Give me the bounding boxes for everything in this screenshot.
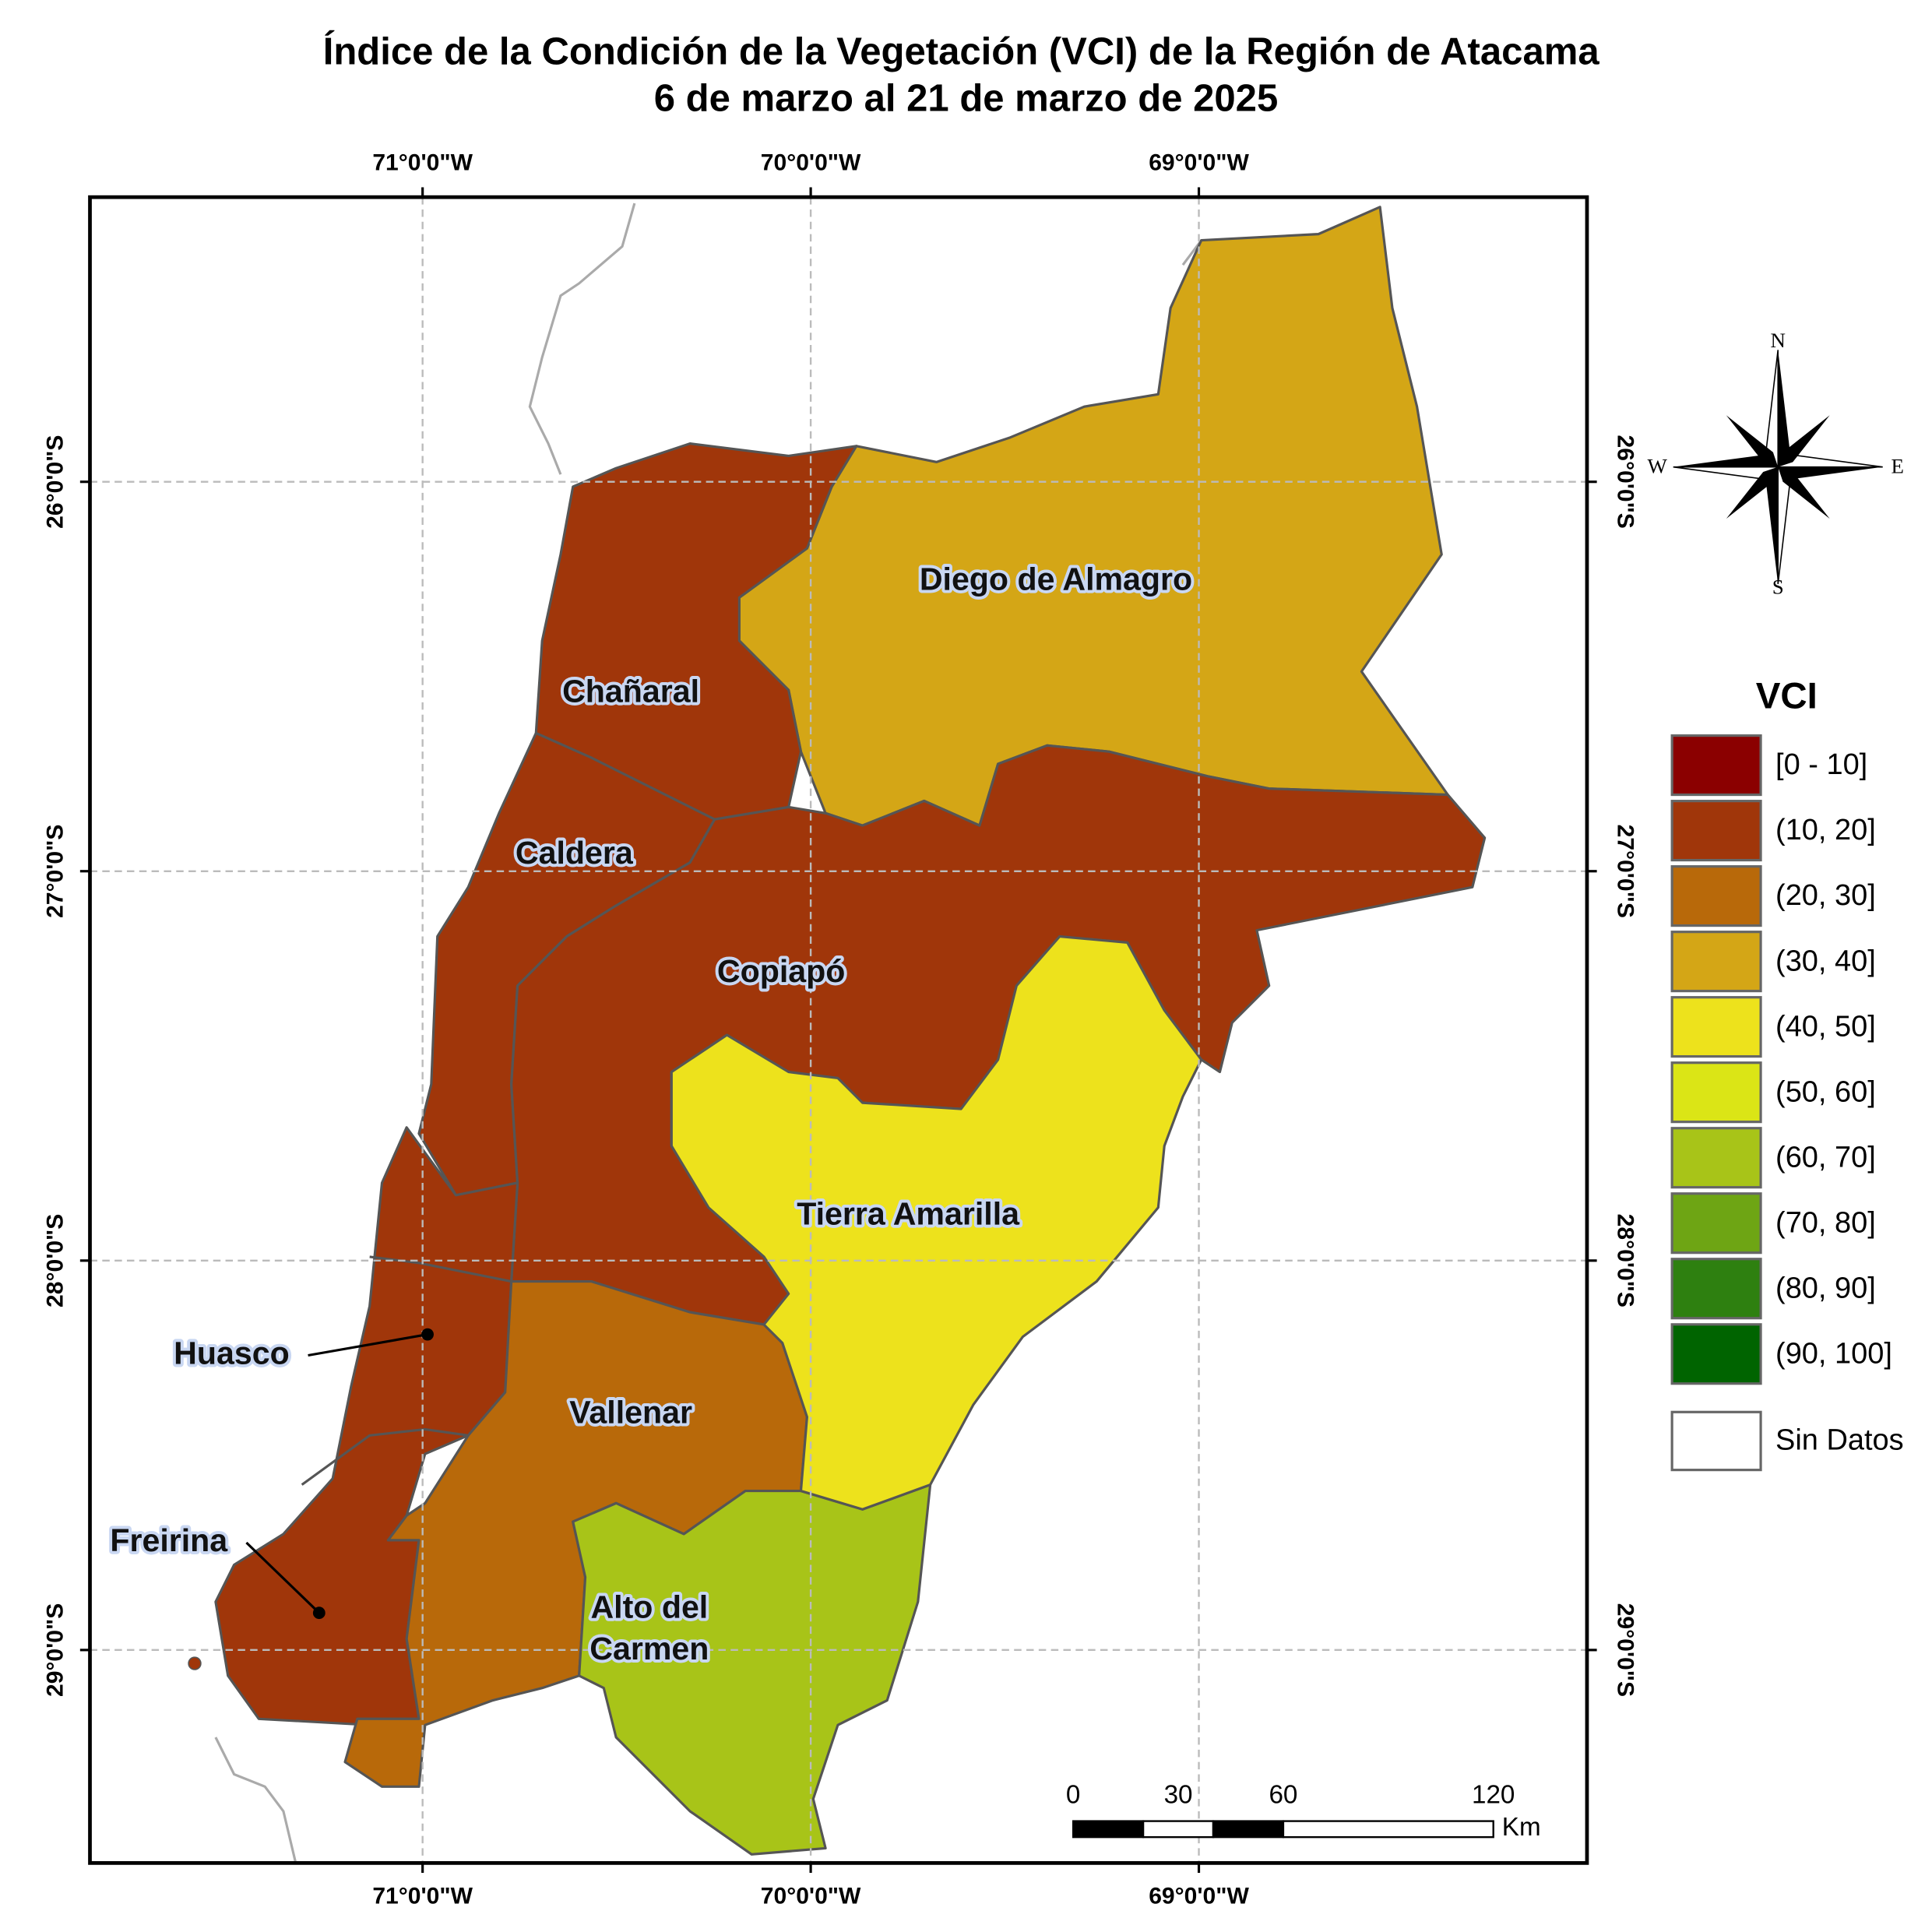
compass-arm <box>1673 454 1779 467</box>
commune-label: Caldera <box>516 835 634 871</box>
scale-segment <box>1212 1820 1285 1839</box>
legend-swatch <box>1670 1192 1762 1255</box>
legend: [0 - 10] (10, 20] (20, 30] (30, 40] (40, 50]… <box>1670 734 1904 1472</box>
compass-rose: N S E W <box>1647 329 1903 598</box>
lat-label: 26°0'0"S <box>43 435 69 529</box>
leader-line <box>308 1333 428 1357</box>
map-frame <box>88 195 1589 1865</box>
legend-swatch <box>1670 1127 1762 1189</box>
region-tierra-amarilla <box>670 934 1203 1511</box>
scale-label: 30 <box>1164 1781 1193 1810</box>
lon-label: 71°0'0"W <box>372 150 473 175</box>
commune-label: Vallenar <box>569 1394 692 1430</box>
title-line: Índice de la Condición de la Vegetación … <box>323 30 1600 73</box>
commune-label: Chañaral <box>562 674 699 709</box>
legend-label: (50, 60] <box>1775 1075 1876 1108</box>
compass-arm <box>1726 415 1779 467</box>
lon-label: 70°0'0"W <box>761 1884 861 1909</box>
legend-swatch <box>1670 734 1762 797</box>
labels: Diego de Almagro Chañaral Caldera Copiapó Ti… <box>107 558 1195 1670</box>
legend-swatch <box>1670 996 1762 1058</box>
scale-unit: Km <box>1502 1813 1541 1842</box>
lat-label: 27°0'0"S <box>43 825 69 918</box>
legend-label: Sin Datos <box>1775 1423 1904 1456</box>
legend-label: (20, 30] <box>1775 879 1876 912</box>
compass-arm <box>1726 466 1779 519</box>
legend-label: (90, 100] <box>1775 1337 1892 1370</box>
legend-swatch <box>1670 800 1762 862</box>
legend-label: (80, 90] <box>1775 1272 1876 1304</box>
lat-label: 29°0'0"S <box>43 1603 69 1697</box>
compass-e: E <box>1891 454 1903 477</box>
scale-segment <box>1282 1820 1494 1839</box>
legend-label: [0 - 10] <box>1775 748 1867 781</box>
commune-label: Freirina <box>110 1522 228 1558</box>
compass-arm <box>1778 466 1883 480</box>
commune-label-line: Alto del <box>590 1589 708 1624</box>
compass-w: W <box>1647 454 1667 477</box>
scale-bar: 0 30 60 120 Km <box>1066 1781 1541 1842</box>
compass-s: S <box>1772 575 1784 598</box>
point-marker <box>421 1328 434 1341</box>
legend-swatch <box>1670 1061 1762 1124</box>
scale-label: 0 <box>1066 1781 1080 1810</box>
island <box>188 1656 202 1670</box>
legend-title: VCI <box>1756 676 1818 717</box>
leader-line <box>245 1541 320 1614</box>
legend-swatch <box>1670 1410 1762 1472</box>
lat-label: 28°0'0"S <box>43 1214 69 1307</box>
commune-label: Alto del Carmen <box>589 1589 709 1666</box>
lat-label: 27°0'0"S <box>1612 825 1638 918</box>
legend-swatch <box>1670 865 1762 927</box>
coastline <box>214 1737 297 1863</box>
scale-segment <box>1142 1820 1215 1839</box>
commune-label: Huasco <box>174 1335 290 1371</box>
scale-label: 120 <box>1472 1781 1515 1810</box>
compass-arm <box>1778 466 1830 519</box>
commune-label: Copiapó <box>717 953 845 989</box>
legend-swatch <box>1670 931 1762 993</box>
scale-segment <box>1072 1820 1145 1839</box>
legend-swatch <box>1670 1323 1762 1385</box>
lon-label: 69°0'0"W <box>1149 1884 1249 1909</box>
legend-label: (40, 50] <box>1775 1010 1876 1043</box>
lon-label: 69°0'0"W <box>1149 150 1249 175</box>
subtitle-line: 6 de marzo al 21 de marzo de 2025 <box>654 78 1279 120</box>
region-alto-del-carmen <box>572 1483 932 1856</box>
scale-label: 60 <box>1269 1781 1297 1810</box>
lon-label: 71°0'0"W <box>372 1884 473 1909</box>
compass-arm <box>1778 350 1791 467</box>
legend-swatch <box>1670 1258 1762 1320</box>
region-chanaral <box>534 442 858 821</box>
commune-border <box>369 1255 512 1283</box>
legend-label: (30, 40] <box>1775 945 1876 977</box>
compass-arm <box>1765 466 1779 584</box>
commune-label: Tierra Amarilla <box>797 1196 1020 1232</box>
neighbor-border <box>528 202 636 475</box>
grid: 71°0'0"W 71°0'0"W 70°0'0"W 70°0'0"W 69°0'0"W… <box>43 150 1638 1909</box>
commune-border <box>301 1427 469 1486</box>
compass-n: N <box>1771 329 1786 352</box>
lat-label: 29°0'0"S <box>1612 1603 1638 1697</box>
commune-label-line: Carmen <box>589 1631 709 1666</box>
legend-label: (70, 80] <box>1775 1206 1876 1239</box>
regions <box>188 202 1487 1863</box>
compass-arm <box>1778 415 1830 467</box>
commune-label: Diego de Almagro <box>920 561 1192 597</box>
lat-label: 26°0'0"S <box>1612 435 1638 529</box>
lat-label: 28°0'0"S <box>1612 1214 1638 1307</box>
point-marker <box>312 1606 326 1620</box>
legend-label: (10, 20] <box>1775 814 1876 846</box>
lon-label: 70°0'0"W <box>761 150 861 175</box>
legend-label: (60, 70] <box>1775 1141 1876 1174</box>
